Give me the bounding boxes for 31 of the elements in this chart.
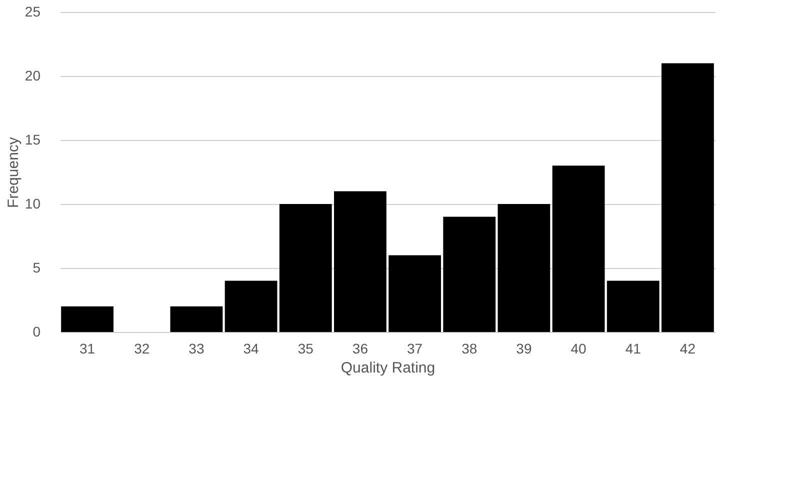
x-tick-label: 38 — [462, 340, 478, 356]
bar — [224, 280, 278, 332]
x-tick-label: 33 — [188, 340, 204, 356]
x-tick-label: 36 — [352, 340, 368, 356]
bar — [279, 204, 332, 332]
x-tick-label: 41 — [625, 340, 642, 356]
bar — [662, 63, 714, 332]
bar — [606, 280, 660, 332]
x-tick-label: 32 — [134, 340, 150, 356]
x-tick-label: 34 — [243, 340, 260, 356]
y-tick-label: 15 — [24, 132, 41, 148]
y-tick-label: 0 — [32, 324, 41, 340]
y-tick-label: 25 — [24, 4, 41, 20]
bar — [498, 204, 550, 332]
x-axis-title: Quality Rating — [340, 360, 436, 376]
bar — [552, 166, 605, 332]
y-tick-label: 10 — [24, 196, 41, 212]
x-tick-label: 35 — [298, 340, 314, 356]
bar — [388, 255, 441, 332]
x-tick-label: 31 — [80, 340, 96, 356]
x-tick-label: 39 — [516, 340, 532, 356]
x-tick-label: 40 — [570, 340, 587, 356]
y-tick-label: 20 — [24, 68, 41, 84]
bar — [443, 216, 496, 332]
x-tick-label: 42 — [680, 340, 696, 356]
y-tick-label: 5 — [32, 260, 41, 276]
bar — [334, 191, 386, 332]
bar — [61, 306, 114, 332]
x-tick-label: 37 — [407, 340, 423, 356]
bar — [170, 306, 223, 332]
y-axis-title: Frequency — [4, 136, 22, 208]
